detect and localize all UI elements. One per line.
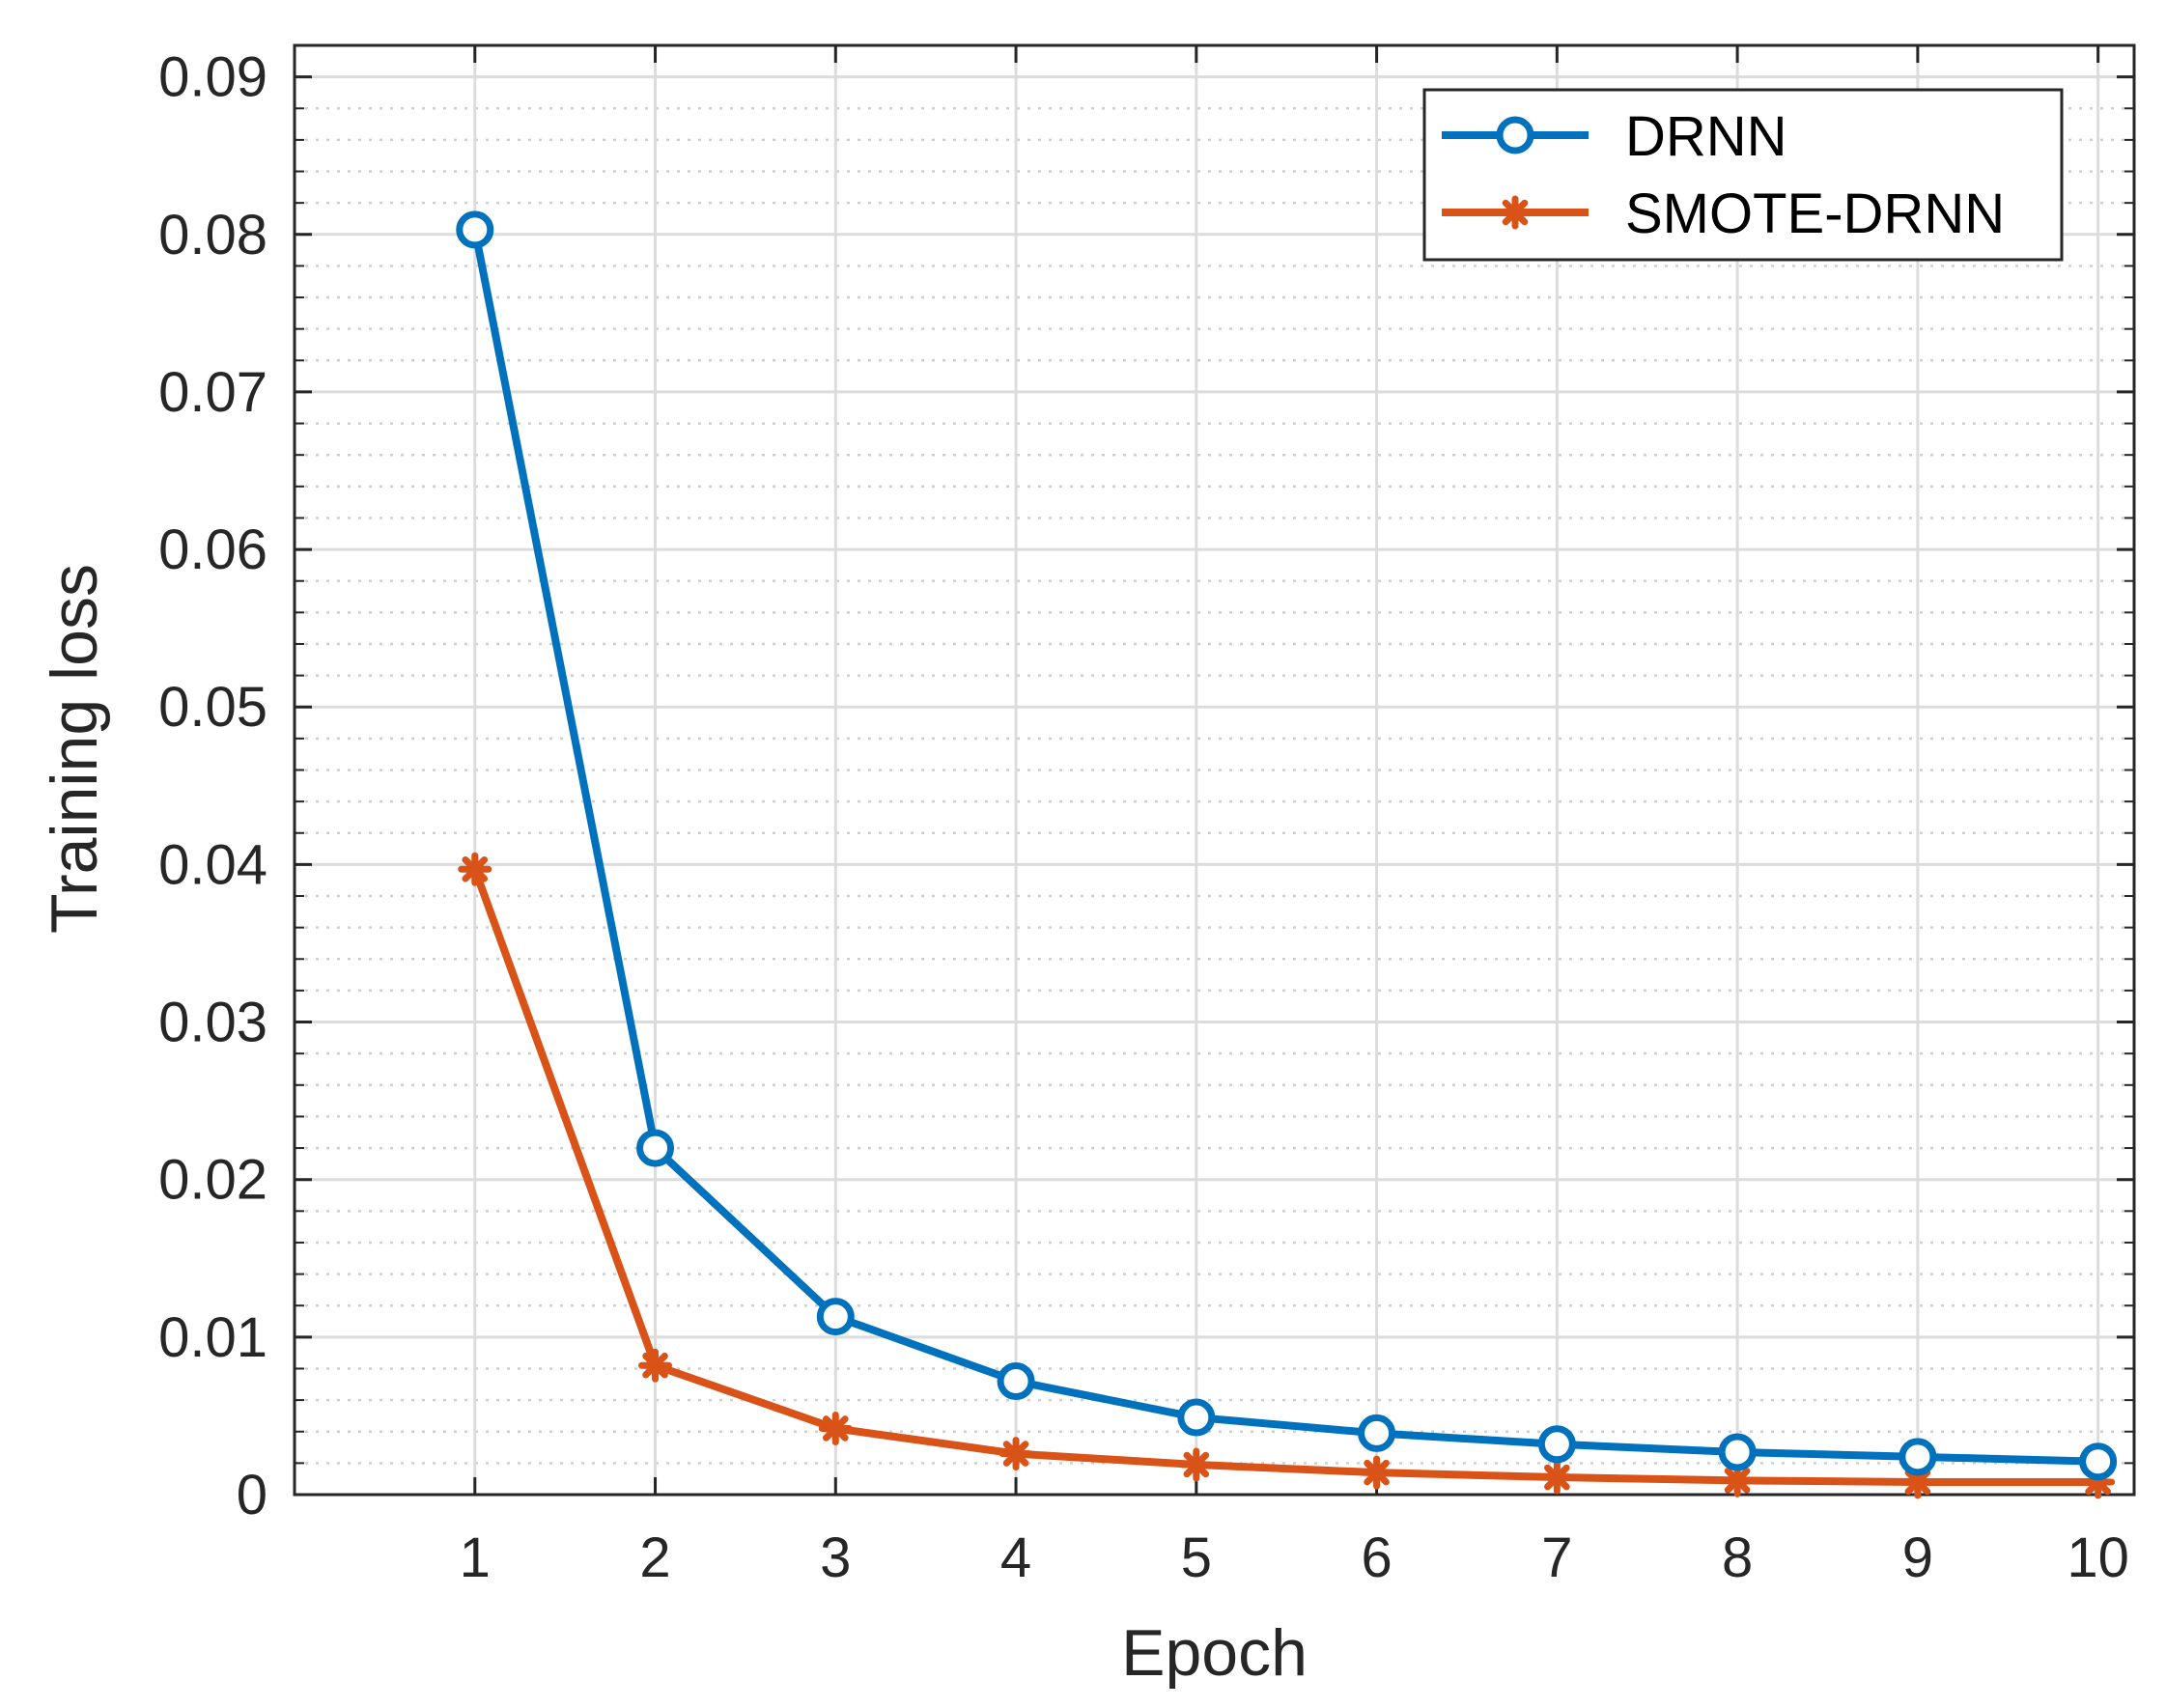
- data-point-drnn: [1899, 1438, 1937, 1476]
- x-tick-label: 6: [1361, 1526, 1392, 1589]
- axis-ticks: [295, 45, 2134, 1497]
- y-tick-label: 0.05: [158, 676, 267, 739]
- legend-entry-smote-drnn: SMOTE-DRNN: [1442, 182, 2005, 245]
- x-tick-label: 9: [1902, 1526, 1933, 1589]
- asterisk-stroke: [822, 1415, 849, 1442]
- x-tick-label: 3: [820, 1526, 851, 1589]
- asterisk-stroke: [462, 855, 489, 882]
- x-tick-label: 7: [1541, 1526, 1572, 1589]
- y-tick-label: 0.08: [158, 204, 267, 266]
- y-tick-label: 0.06: [158, 518, 267, 581]
- data-point-drnn: [816, 1298, 855, 1336]
- legend-marker: [1496, 116, 1534, 154]
- x-tick-label: 5: [1181, 1526, 1212, 1589]
- y-tick-label: 0.09: [158, 46, 267, 109]
- data-point-smote-drnn: [458, 852, 492, 886]
- asterisk-stroke: [1502, 199, 1529, 226]
- data-point-smote-drnn: [818, 1411, 853, 1445]
- major-grid: [295, 45, 2134, 1495]
- data-point-smote-drnn: [999, 1437, 1033, 1471]
- data-point-drnn: [456, 210, 494, 249]
- asterisk-stroke: [642, 1352, 668, 1379]
- x-axis-label: Epoch: [1121, 1616, 1308, 1690]
- data-point-drnn: [1537, 1425, 1576, 1464]
- x-tick-labels: 1 2 3 4 5 6 7 8 9 10: [460, 1526, 2129, 1589]
- asterisk-stroke: [1183, 1451, 1210, 1478]
- legend: DRNN SMOTE-DRNN: [1422, 88, 2064, 262]
- y-tick-labels: 0 0.01 0.02 0.03 0.04 0.05 0.06 0.07 0.08 0.09: [158, 46, 267, 1526]
- data-point-drnn: [1358, 1414, 1396, 1452]
- legend-marker: [1498, 195, 1533, 230]
- x-tick-label: 10: [2067, 1526, 2129, 1589]
- data-point-drnn: [2079, 1442, 2118, 1481]
- data-point-smote-drnn: [638, 1348, 673, 1383]
- y-tick-label: 0: [237, 1464, 267, 1526]
- y-tick-label: 0.02: [158, 1149, 267, 1212]
- series-layer: [456, 210, 2118, 1499]
- legend-label: SMOTE-DRNN: [1625, 182, 2005, 245]
- y-tick-label: 0.03: [158, 992, 267, 1054]
- data-point-drnn: [997, 1362, 1035, 1401]
- asterisk-stroke: [1002, 1441, 1029, 1467]
- series-line-drnn: [470, 229, 2098, 1466]
- data-point-smote-drnn: [1360, 1455, 1394, 1490]
- x-tick-label: 2: [639, 1526, 670, 1589]
- data-point-smote-drnn: [1179, 1447, 1214, 1482]
- asterisk-stroke: [1364, 1459, 1390, 1486]
- data-point-smote-drnn: [1900, 1465, 1935, 1499]
- x-tick-label: 8: [1722, 1526, 1753, 1589]
- data-point-smote-drnn: [1720, 1463, 1755, 1498]
- asterisk-stroke: [1904, 1469, 1931, 1496]
- y-tick-label: 0.04: [158, 833, 267, 896]
- data-point-drnn: [1718, 1433, 1757, 1471]
- legend-label: DRNN: [1625, 105, 1787, 168]
- asterisk-stroke: [1544, 1464, 1570, 1491]
- legend-box: [1422, 88, 2064, 262]
- data-point-smote-drnn: [1539, 1460, 1574, 1495]
- y-tick-label: 0.01: [158, 1306, 267, 1369]
- asterisk-stroke: [1724, 1468, 1751, 1494]
- y-axis-label: Training loss: [38, 564, 111, 934]
- series-line-smote-drnn: [471, 867, 2098, 1486]
- legend-entry-drnn: DRNN: [1442, 105, 1787, 168]
- y-tick-label: 0.07: [158, 361, 267, 424]
- data-point-drnn: [1177, 1398, 1216, 1437]
- x-tick-label: 4: [1000, 1526, 1031, 1589]
- data-point-drnn: [636, 1129, 675, 1167]
- x-tick-label: 1: [460, 1526, 491, 1589]
